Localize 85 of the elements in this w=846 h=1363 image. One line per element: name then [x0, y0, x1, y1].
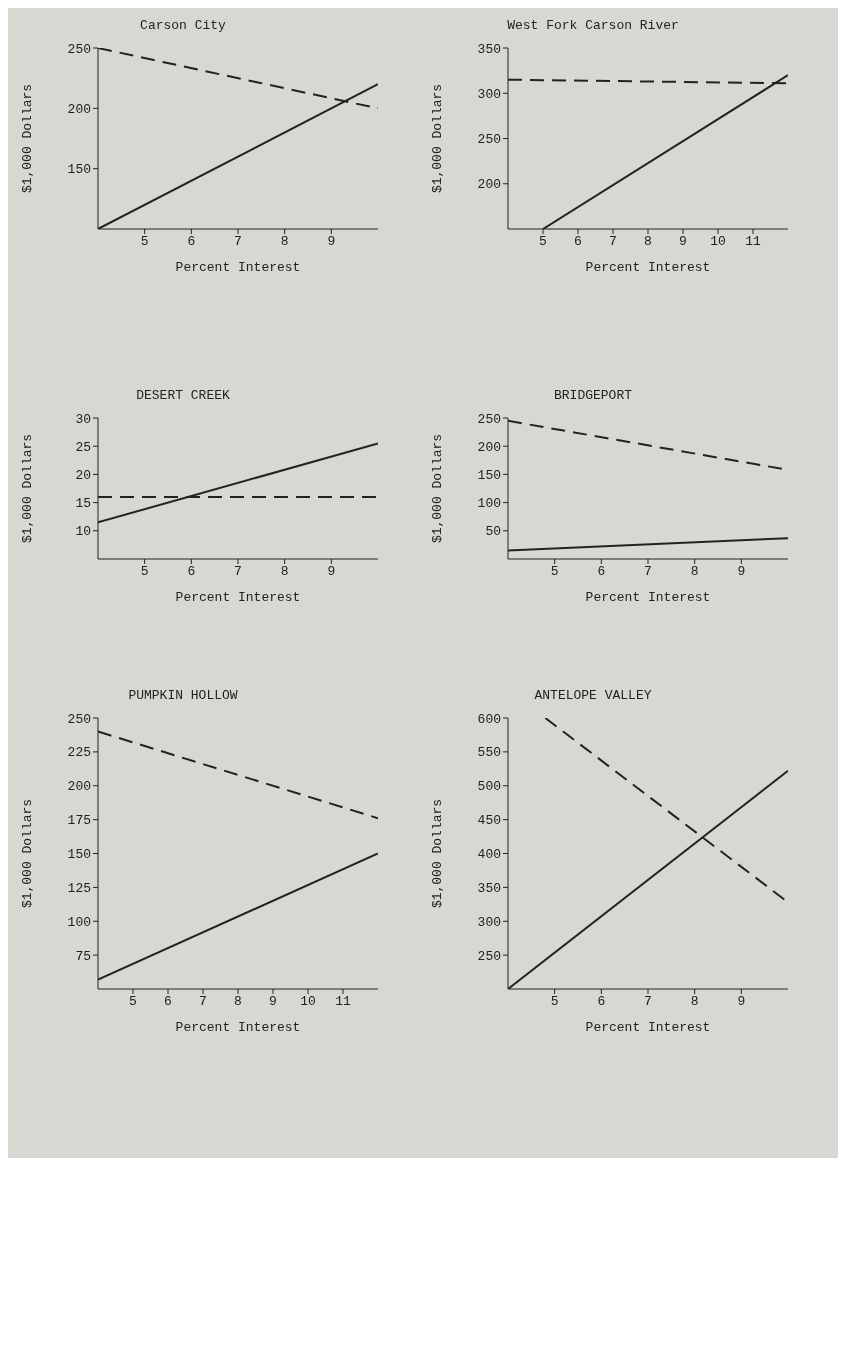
y-tick-label: 30 [75, 411, 91, 427]
y-tick-label: 500 [477, 779, 501, 795]
y-tick-label: 150 [67, 847, 91, 863]
x-tick-label: 7 [644, 564, 652, 580]
y-axis-title: $1,000 Dollars [19, 798, 35, 909]
x-tick-label: 6 [597, 564, 606, 580]
x-tick-label: 5 [539, 234, 547, 250]
x-tick-label: 8 [690, 994, 699, 1010]
chart-title: Carson City [139, 18, 227, 35]
y-tick-label: 300 [477, 914, 501, 930]
y-axis-title: $1,000 Dollars [429, 433, 445, 544]
chart-title: West Fork Carson River [506, 18, 680, 35]
x-tick-label: 9 [679, 234, 687, 250]
y-tick-label: 250 [477, 411, 501, 427]
x-tick-label: 11 [335, 994, 351, 1010]
x-tick-label: 7 [199, 994, 207, 1010]
x-tick-label: 5 [140, 564, 149, 580]
y-tick-label: 250 [67, 711, 91, 727]
y-axis-title: $1,000 Dollars [19, 83, 35, 194]
y-tick-label: 225 [67, 745, 91, 761]
x-tick-label: 9 [737, 564, 746, 580]
y-tick-label: 50 [485, 524, 501, 540]
y-tick-label: 150 [477, 468, 501, 484]
x-axis-title: Percent Interest [175, 590, 301, 605]
y-tick-label: 350 [477, 880, 501, 896]
y-tick-label: 350 [477, 41, 501, 57]
x-tick-label: 10 [300, 994, 316, 1010]
y-tick-label: 10 [75, 524, 91, 540]
x-tick-label: 7 [609, 234, 617, 250]
x-tick-label: 7 [644, 994, 652, 1010]
y-tick-label: 200 [477, 177, 501, 193]
x-tick-label: 6 [574, 234, 582, 250]
y-tick-label: 100 [477, 496, 501, 512]
y-tick-label: 450 [477, 813, 501, 829]
x-tick-label: 5 [140, 234, 149, 250]
y-tick-label: 250 [477, 132, 501, 148]
y-tick-label: 200 [67, 101, 91, 117]
y-tick-label: 100 [67, 914, 91, 930]
y-tick-label: 550 [477, 745, 501, 761]
x-tick-label: 8 [690, 564, 699, 580]
y-tick-label: 250 [477, 948, 501, 964]
x-tick-label: 11 [745, 234, 761, 250]
y-tick-label: 400 [477, 847, 501, 863]
y-tick-label: 20 [75, 468, 91, 484]
y-tick-label: 600 [477, 711, 501, 727]
y-tick-label: 25 [75, 439, 91, 455]
x-axis-title: Percent Interest [585, 590, 711, 605]
x-tick-label: 8 [280, 234, 289, 250]
y-tick-label: 300 [477, 86, 501, 102]
x-tick-label: 8 [644, 234, 652, 250]
x-tick-label: 6 [164, 994, 172, 1010]
x-axis-title: Percent Interest [175, 260, 301, 275]
y-tick-label: 175 [67, 813, 91, 829]
y-tick-label: 75 [75, 948, 91, 964]
x-tick-label: 5 [129, 994, 137, 1010]
y-axis-title: $1,000 Dollars [429, 83, 445, 194]
x-tick-label: 5 [550, 564, 559, 580]
y-tick-label: 150 [67, 162, 91, 178]
x-tick-label: 6 [187, 564, 196, 580]
chart-title: PUMPKIN HOLLOW [127, 688, 239, 705]
x-tick-label: 9 [737, 994, 746, 1010]
x-tick-label: 5 [550, 994, 559, 1010]
y-tick-label: 125 [67, 880, 91, 896]
x-tick-label: 8 [280, 564, 289, 580]
y-axis-title: $1,000 Dollars [429, 798, 445, 909]
x-tick-label: 10 [710, 234, 726, 250]
y-tick-label: 250 [67, 41, 91, 57]
x-tick-label: 9 [269, 994, 277, 1010]
y-axis-title: $1,000 Dollars [19, 433, 35, 544]
x-tick-label: 7 [234, 564, 242, 580]
x-tick-label: 9 [327, 564, 336, 580]
chart-title: BRIDGEPORT [553, 388, 633, 405]
x-axis-title: Percent Interest [585, 260, 711, 275]
x-tick-label: 9 [327, 234, 336, 250]
y-tick-label: 200 [477, 439, 501, 455]
chart-title: DESERT CREEK [135, 388, 231, 405]
chart-title: ANTELOPE VALLEY [533, 688, 653, 705]
x-tick-label: 6 [597, 994, 606, 1010]
x-axis-title: Percent Interest [585, 1020, 711, 1035]
x-axis-title: Percent Interest [175, 1020, 301, 1035]
x-tick-label: 6 [187, 234, 196, 250]
y-tick-label: 15 [75, 496, 91, 512]
y-tick-label: 200 [67, 779, 91, 795]
x-tick-label: 7 [234, 234, 242, 250]
x-tick-label: 8 [234, 994, 242, 1010]
